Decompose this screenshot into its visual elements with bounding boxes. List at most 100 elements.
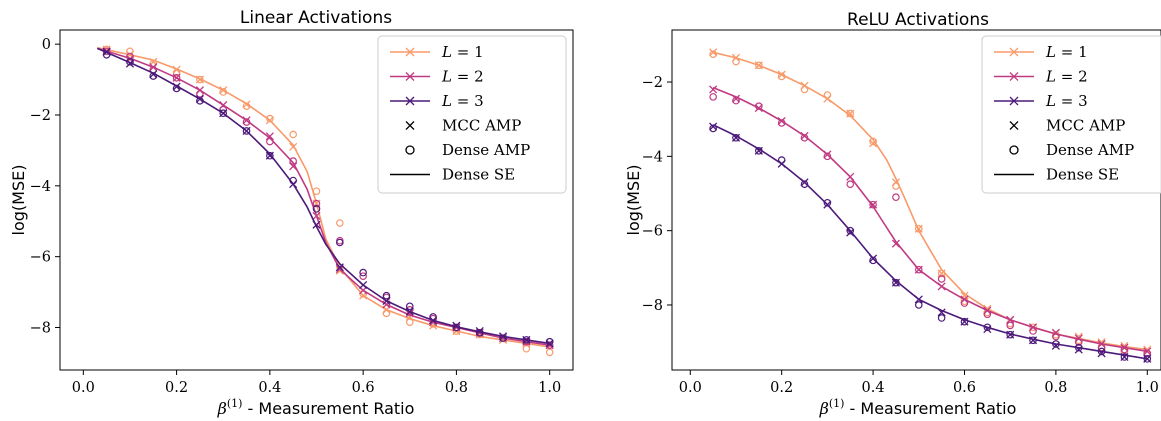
- mcc-amp-marker: [219, 86, 228, 95]
- x-tick-label: 0.8: [1044, 380, 1067, 396]
- mcc-amp-marker: [891, 239, 900, 248]
- dense-amp-marker: [1029, 323, 1037, 332]
- dense-amp-marker: [405, 302, 414, 311]
- mcc-amp-marker: [709, 122, 718, 131]
- x-tick-label: 1.0: [538, 380, 561, 396]
- mcc-amp-marker: [359, 280, 368, 290]
- mcc-amp-marker: [914, 295, 923, 304]
- dense-amp-marker: [1006, 330, 1014, 339]
- legend-item: MCC AMP: [1009, 117, 1125, 135]
- beta-symbol: β: [217, 399, 227, 418]
- dense-se-line: [97, 46, 550, 348]
- mcc-amp-marker: [937, 282, 946, 291]
- legend-item: Dense AMP: [405, 141, 530, 159]
- dense-amp-marker: [892, 182, 900, 190]
- mcc-amp-marker: [709, 85, 718, 94]
- dense-amp-marker: [823, 198, 832, 207]
- legend-label: MCC AMP: [1046, 117, 1125, 135]
- legend-cross-marker: [405, 96, 415, 106]
- relu-activations-panel: ReLU Activations 0.0 0.2 0.4 0.6 0.8 1.0 −2 −4…: [624, 10, 1161, 418]
- x-axis-label-text: - Measurement Ratio: [844, 399, 1016, 418]
- dense-amp-marker: [382, 291, 391, 300]
- mcc-amp-marker: [777, 70, 786, 79]
- mcc-amp-marker: [846, 172, 855, 181]
- dense-amp-marker: [382, 309, 391, 318]
- legend-item: L = 2: [994, 68, 1088, 86]
- dense-se-line: [97, 47, 550, 346]
- mcc-amp-marker: [754, 103, 763, 113]
- legend-circle-marker: [1009, 145, 1019, 155]
- legend-cross-marker: [1009, 47, 1019, 57]
- dense-amp-marker: [149, 72, 158, 80]
- dense-amp-marker: [777, 156, 786, 164]
- dense-amp-marker: [1074, 338, 1083, 346]
- legend-label: L = 3: [1045, 92, 1088, 110]
- dense-amp-marker: [732, 57, 740, 66]
- series-L3: [96, 47, 554, 348]
- x-tick-label: 0.6: [352, 380, 375, 396]
- dense-amp-marker: [823, 91, 832, 99]
- x-tick-label: 0.2: [165, 380, 188, 396]
- mcc-amp-marker: [709, 48, 718, 57]
- dense-amp-marker: [1029, 336, 1037, 345]
- mcc-amp-marker: [172, 82, 181, 91]
- dense-amp-marker: [545, 341, 554, 350]
- legend-cross-marker: [405, 72, 415, 81]
- dense-amp-marker: [196, 97, 204, 105]
- legend-item: MCC AMP: [405, 117, 521, 135]
- mcc-amp-marker: [800, 178, 809, 187]
- mcc-amp-marker: [289, 142, 298, 151]
- mcc-amp-marker: [475, 326, 484, 336]
- legend-label: Dense AMP: [1046, 141, 1134, 159]
- dense-amp-marker: [242, 127, 251, 135]
- series-L3: [709, 122, 1152, 363]
- dense-amp-marker: [869, 137, 877, 146]
- x-tick-label: 0.4: [862, 380, 885, 396]
- x-axis: 0.0 0.2 0.4 0.6 0.8 1.0: [72, 370, 561, 396]
- mcc-amp-marker: [452, 321, 461, 330]
- x-tick-label: 1.0: [1136, 380, 1159, 396]
- dense-amp-marker: [914, 301, 923, 309]
- legend-label: Dense SE: [442, 166, 515, 184]
- dense-amp-marker: [800, 180, 809, 189]
- mcc-amp-marker: [731, 94, 741, 103]
- legend-circle-marker: [405, 145, 415, 155]
- plot-area: [709, 48, 1152, 363]
- beta-superscript: (1): [829, 397, 845, 410]
- legend-cross-marker: [1009, 72, 1019, 81]
- y-tick-label: −8: [30, 321, 51, 337]
- mcc-amp-marker: [1074, 345, 1083, 354]
- dense-amp-marker: [312, 187, 321, 195]
- mcc-amp-marker: [242, 116, 251, 125]
- dense-amp-marker: [196, 89, 204, 98]
- x-tick-label: 0.0: [72, 380, 95, 396]
- dense-amp-marker: [545, 348, 554, 357]
- dense-amp-marker: [1052, 340, 1060, 348]
- legend-item: Dense SE: [390, 166, 515, 184]
- dense-amp-marker: [289, 157, 297, 165]
- dense-amp-marker: [914, 224, 923, 233]
- legend-item: Dense AMP: [1009, 141, 1134, 159]
- mcc-amp-marker: [335, 266, 344, 275]
- axes-frame: [671, 29, 1161, 371]
- legend-item: L = 3: [994, 92, 1088, 110]
- legend-item: L = 3: [390, 92, 484, 110]
- mcc-amp-marker: [335, 263, 344, 272]
- dense-amp-marker: [102, 50, 111, 59]
- legend: L = 1 L = 2 L = 3 MCC AMP Dense AMP Dense SE: [981, 35, 1161, 194]
- dense-amp-marker: [429, 313, 437, 321]
- dense-amp-marker: [892, 193, 900, 202]
- dense-amp-marker: [172, 74, 181, 82]
- x-tick-label: 0.2: [770, 380, 793, 396]
- x-axis: 0.0 0.2 0.4 0.6 0.8 1.0: [679, 370, 1159, 396]
- mcc-amp-marker: [498, 332, 508, 341]
- dense-amp-marker: [242, 102, 251, 110]
- panel-title: Linear Activations: [240, 8, 392, 28]
- mcc-amp-marker: [312, 211, 321, 220]
- x-tick-label: 0.4: [258, 380, 281, 396]
- dense-amp-marker: [892, 278, 900, 287]
- mcc-amp-marker: [983, 325, 992, 334]
- dense-amp-marker: [266, 151, 274, 160]
- dense-amp-marker: [709, 50, 717, 58]
- dense-amp-marker: [242, 118, 251, 126]
